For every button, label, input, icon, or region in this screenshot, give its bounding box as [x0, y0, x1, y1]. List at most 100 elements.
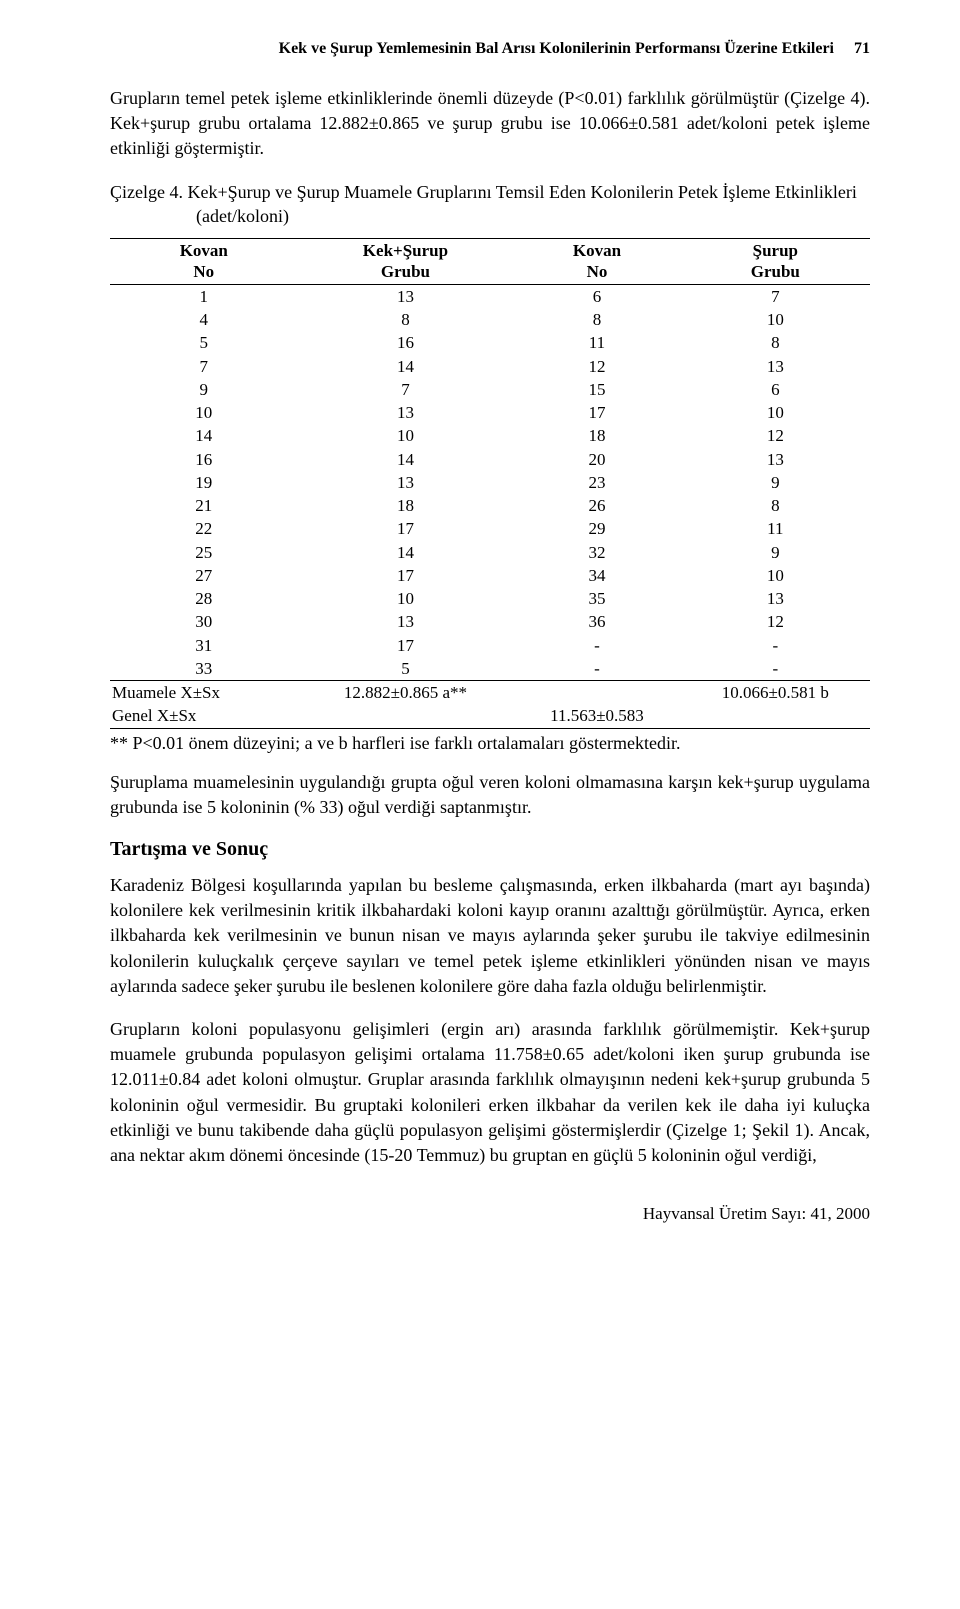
table-cell: 34 — [513, 564, 680, 587]
table-cell: 13 — [298, 471, 514, 494]
table-cell: 17 — [298, 564, 514, 587]
table-cell: 17 — [513, 401, 680, 424]
table-cell: 29 — [513, 517, 680, 540]
table-cell: 17 — [298, 634, 514, 657]
table-cell: 12 — [681, 424, 870, 447]
table-row: 97156 — [110, 378, 870, 401]
table-cell: 8 — [298, 308, 514, 331]
table4-header-keksurup: Kek+Şurup Grubu — [298, 239, 514, 285]
table-cell: 36 — [513, 610, 680, 633]
table-cell: 33 — [110, 657, 298, 681]
table-row: 1913239 — [110, 471, 870, 494]
table-cell: 23 — [513, 471, 680, 494]
paragraph-4: Grupların koloni populasyonu gelişimleri… — [110, 1017, 870, 1168]
table-cell: 10 — [110, 401, 298, 424]
table-cell: 26 — [513, 494, 680, 517]
table-cell: 13 — [298, 284, 514, 308]
paragraph-3: Karadeniz Bölgesi koşullarında yapılan b… — [110, 873, 870, 999]
table-cell: 16 — [110, 448, 298, 471]
table4-caption: Çizelge 4. Kek+Şurup ve Şurup Muamele Gr… — [110, 180, 870, 229]
table-cell: - — [513, 634, 680, 657]
table-cell: 10 — [681, 401, 870, 424]
table-cell: 10 — [681, 564, 870, 587]
table-row: 7141213 — [110, 355, 870, 378]
table-cell: 32 — [513, 541, 680, 564]
table-row: 28103513 — [110, 587, 870, 610]
table4: Kovan No Kek+Şurup Grubu Kovan No Şurup … — [110, 238, 870, 729]
table-cell: 9 — [681, 541, 870, 564]
running-header: Kek ve Şurup Yemlemesinin Bal Arısı Kolo… — [110, 40, 870, 58]
table-cell: 11 — [513, 331, 680, 354]
table-cell: 12 — [681, 610, 870, 633]
table-cell: 9 — [110, 378, 298, 401]
table4-muamele-row: Muamele X±Sx 12.882±0.865 a** 10.066±0.5… — [110, 681, 870, 705]
table-cell: 7 — [110, 355, 298, 378]
table-cell: 10 — [298, 424, 514, 447]
page-number: 71 — [854, 40, 870, 57]
table-row: 516118 — [110, 331, 870, 354]
table-cell: 15 — [513, 378, 680, 401]
genel-label: Genel X±Sx — [110, 704, 298, 728]
table-cell: 17 — [298, 517, 514, 540]
table-cell: 28 — [110, 587, 298, 610]
table-row: 3117-- — [110, 634, 870, 657]
table-cell: 22 — [110, 517, 298, 540]
table-cell: 9 — [681, 471, 870, 494]
table-cell: 10 — [681, 308, 870, 331]
table4-footnote: ** P<0.01 önem düzeyini; a ve b harfleri… — [110, 733, 870, 754]
table-cell: - — [513, 657, 680, 681]
table-row: 48810 — [110, 308, 870, 331]
table-cell: 11 — [681, 517, 870, 540]
table-cell: 21 — [110, 494, 298, 517]
page: Kek ve Şurup Yemlemesinin Bal Arısı Kolo… — [0, 0, 960, 1274]
table-cell: 35 — [513, 587, 680, 610]
table-cell: 13 — [298, 401, 514, 424]
genel-value: 11.563±0.583 — [513, 704, 680, 728]
page-footer: Hayvansal Üretim Sayı: 41, 2000 — [110, 1204, 870, 1224]
table-cell: 7 — [681, 284, 870, 308]
table-cell: 13 — [681, 448, 870, 471]
table-cell: 8 — [681, 331, 870, 354]
table4-header-row: Kovan No Kek+Şurup Grubu Kovan No Şurup … — [110, 239, 870, 285]
table-cell: 6 — [513, 284, 680, 308]
table-cell: 19 — [110, 471, 298, 494]
table-cell: 20 — [513, 448, 680, 471]
table-cell: 4 — [110, 308, 298, 331]
table-cell: 16 — [298, 331, 514, 354]
table4-header-kovan2: Kovan No — [513, 239, 680, 285]
table-cell: 13 — [681, 587, 870, 610]
table-cell: 10 — [298, 587, 514, 610]
table-cell: 13 — [298, 610, 514, 633]
table-row: 27173410 — [110, 564, 870, 587]
table-cell: 27 — [110, 564, 298, 587]
table-cell: 18 — [298, 494, 514, 517]
table-cell: - — [681, 657, 870, 681]
table-cell: 5 — [110, 331, 298, 354]
table-cell: 18 — [513, 424, 680, 447]
section-heading: Tartışma ve Sonuç — [110, 838, 870, 861]
table-cell: 13 — [681, 355, 870, 378]
table-row: 14101812 — [110, 424, 870, 447]
table-row: 11367 — [110, 284, 870, 308]
paragraph-2: Şuruplama muamelesinin uygulandığı grupt… — [110, 770, 870, 820]
paragraph-1: Grupların temel petek işleme etkinlikler… — [110, 86, 870, 162]
table-row: 2118268 — [110, 494, 870, 517]
table-row: 335-- — [110, 657, 870, 681]
table-row: 10131710 — [110, 401, 870, 424]
table-cell: 5 — [298, 657, 514, 681]
table4-genel-row: Genel X±Sx 11.563±0.583 — [110, 704, 870, 728]
table-row: 2514329 — [110, 541, 870, 564]
muamele-right: 10.066±0.581 b — [681, 681, 870, 705]
table-cell: 1 — [110, 284, 298, 308]
table-cell: 14 — [298, 355, 514, 378]
table-cell: 14 — [298, 448, 514, 471]
table-row: 30133612 — [110, 610, 870, 633]
table4-caption-text: Çizelge 4. Kek+Şurup ve Şurup Muamele Gr… — [110, 180, 870, 229]
table-row: 16142013 — [110, 448, 870, 471]
muamele-label: Muamele X±Sx — [110, 681, 298, 705]
table-cell: 8 — [681, 494, 870, 517]
table-cell: 31 — [110, 634, 298, 657]
table-cell: 12 — [513, 355, 680, 378]
table-row: 22172911 — [110, 517, 870, 540]
running-title: Kek ve Şurup Yemlemesinin Bal Arısı Kolo… — [279, 40, 834, 57]
